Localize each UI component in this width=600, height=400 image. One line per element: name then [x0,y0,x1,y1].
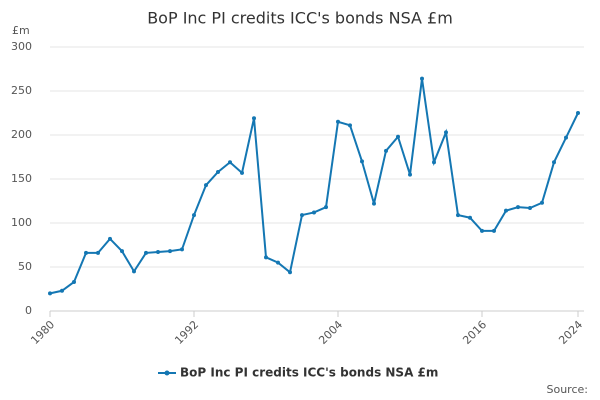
point [468,215,472,220]
y-tick-label: 300 [11,40,32,53]
point [300,213,304,218]
point [168,249,172,254]
point [576,111,580,115]
x-tick-label: 2016 [460,318,489,347]
point [444,130,448,135]
y-tick-label: 50 [18,260,32,273]
x-tick-label: 1992 [172,318,201,347]
point [552,160,556,165]
point [396,134,400,139]
series-line [49,78,579,295]
point [156,250,160,255]
point [264,255,268,260]
point [204,183,208,188]
point [108,236,112,241]
point [252,116,256,121]
point [144,250,148,255]
point [504,208,508,213]
y-tick-label: 250 [11,84,32,97]
point [288,270,292,275]
point [540,200,544,205]
point [48,291,52,296]
y-tick-label: 0 [25,304,32,317]
point [324,205,328,210]
point [348,123,352,128]
point [240,170,244,175]
point [336,119,340,124]
y-tick-label: 200 [11,128,32,141]
point [180,247,184,252]
y-tick-label: 100 [11,216,32,229]
point [360,159,364,164]
x-tick-label: 1980 [28,318,57,347]
point [120,249,124,254]
point [84,250,88,255]
point [276,260,280,265]
point [492,228,496,233]
source: Source: [547,383,589,396]
point [192,213,196,218]
legend-marker [164,370,170,376]
point [72,279,76,284]
y-axis-label: £m [12,24,30,37]
point [372,201,376,206]
point [420,76,424,81]
x-tick-label: 2004 [316,318,345,347]
point [384,148,388,153]
point [564,135,568,140]
point [432,160,436,165]
point [528,206,532,211]
y-tick-label: 150 [11,172,32,185]
legend-label: BoP Inc PI credits ICC's bonds NSA £m [180,366,438,380]
point [312,210,316,215]
point [480,228,484,233]
point [96,250,100,255]
x-tick-label: 2024 [556,318,585,347]
point [456,213,460,218]
point [408,172,412,177]
point [216,169,220,174]
point [132,269,136,274]
point [516,205,520,210]
chart-title: BoP Inc PI credits ICC's bonds NSA £m [147,9,453,28]
point [60,288,64,293]
point [228,160,232,165]
